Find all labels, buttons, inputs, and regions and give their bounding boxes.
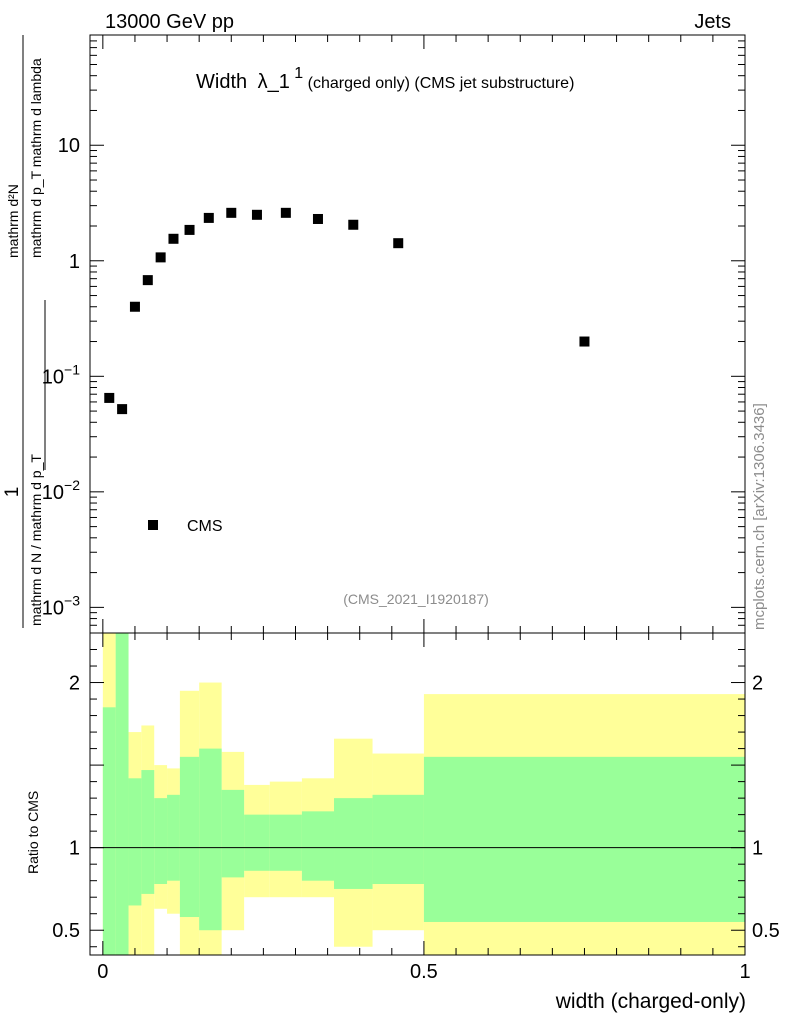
data-point: [168, 233, 179, 244]
data-point: [251, 209, 262, 220]
data-point: [104, 392, 115, 403]
data-point: [129, 301, 140, 312]
ratio-axis-ticks: [90, 632, 746, 955]
upper-axis-tick-labels: 10−3 10−2 10−1 1 10: [42, 135, 80, 619]
y-label-numerator-d2n: mathrm d²N: [5, 184, 21, 258]
legend-marker: [148, 520, 158, 530]
y-tick-label: 10−2: [42, 477, 80, 504]
x-tick-label: 1: [739, 961, 750, 983]
main-title-sup: 1: [294, 65, 303, 82]
ratio-band-inner: [423, 756, 745, 922]
ratio-y-tick-label-right: 0.5: [752, 920, 780, 942]
ratio-bands-inner: [102, 633, 745, 955]
x-tick-label: 0.5: [410, 961, 438, 983]
ratio-band-inner: [221, 789, 245, 878]
ratio-band-inner: [154, 798, 168, 884]
data-point: [203, 212, 214, 223]
data-point: [184, 224, 195, 235]
main-title-suffix: (charged only) (CMS jet substructure): [308, 75, 575, 92]
y-tick-label: 10−1: [42, 361, 80, 388]
y-label-denominator: mathrm d N / mathrm d p_T: [28, 454, 44, 626]
ratio-y-label: Ratio to CMS: [25, 791, 41, 874]
ratio-band-inner: [115, 633, 129, 955]
data-point: [312, 213, 323, 224]
main-title: Width λ_1 1 (charged only) (CMS jet subs…: [196, 65, 574, 93]
ratio-band-inner: [269, 814, 302, 871]
ratio-band-inner: [141, 770, 155, 894]
data-point: [142, 275, 153, 286]
ratio-band-inner: [128, 778, 142, 906]
ratio-y-tick-label-right: 2: [752, 673, 763, 695]
y-label-numerator-rest-text: mathrm d p_T mathrm d lambda: [28, 58, 44, 258]
legend-label: CMS: [187, 518, 223, 535]
ratio-band-inner: [102, 707, 116, 955]
main-title-prefix: Width: [196, 71, 247, 93]
ratio-frame: [89, 632, 746, 956]
data-point: [155, 252, 166, 263]
energy-label: 13000 GeV pp: [105, 11, 234, 33]
y-tick-label: 1: [69, 251, 80, 273]
ratio-band-inner: [199, 748, 222, 931]
upper-frame: [89, 34, 746, 634]
data-point: [280, 207, 291, 218]
analysis-label: (CMS_2021_I1920187): [343, 591, 489, 607]
ratio-band-inner: [372, 794, 424, 884]
data-point: [579, 336, 590, 347]
ratio-band-inner: [334, 798, 373, 889]
x-axis-label: width (charged-only): [555, 990, 746, 1013]
process-label: Jets: [694, 11, 731, 33]
ratio-band-inner: [301, 811, 335, 881]
data-point: [226, 207, 237, 218]
y-tick-label: 10: [58, 135, 80, 157]
y-label-one: 1: [2, 487, 23, 498]
main-title-lambda: λ_1: [258, 71, 290, 93]
ratio-y-tick-label: 2: [69, 673, 80, 695]
data-points: [104, 207, 590, 415]
ratio-panel: 0.5 0.51 12 20 0.5 1 Ratio to CMS: [25, 632, 780, 983]
ratio-y-tick-label: 1: [69, 838, 80, 860]
y-tick-label: 10−3: [42, 592, 80, 619]
data-point: [348, 219, 359, 230]
ratio-band-inner: [179, 756, 200, 918]
x-tick-label: 0: [97, 961, 108, 983]
ratio-y-tick-label: 0.5: [52, 920, 80, 942]
side-label: mcplots.cern.ch [arXiv:1306.3436]: [751, 403, 768, 630]
upper-axis-ticks: [90, 34, 746, 634]
ratio-band-inner: [167, 794, 180, 881]
y-label-numerator: mathrm d²N: [5, 184, 21, 258]
data-point: [117, 404, 128, 415]
ratio-y-tick-label-right: 1: [752, 838, 763, 860]
upper-panel: 10−3 10−2 10−1 1 10 (CMS_2021_I1920187) CMS: [42, 34, 746, 634]
upper-y-axis-label: mathrm d²N mathrm d p_T mathrm d lambda …: [2, 35, 46, 628]
data-point: [393, 238, 404, 249]
ratio-axis-tick-labels: 0.5 0.51 12 20 0.5 1: [52, 673, 780, 983]
ratio-band-inner: [244, 814, 270, 871]
y-label-numerator-rest: mathrm d p_T mathrm d lambda: [28, 58, 44, 258]
